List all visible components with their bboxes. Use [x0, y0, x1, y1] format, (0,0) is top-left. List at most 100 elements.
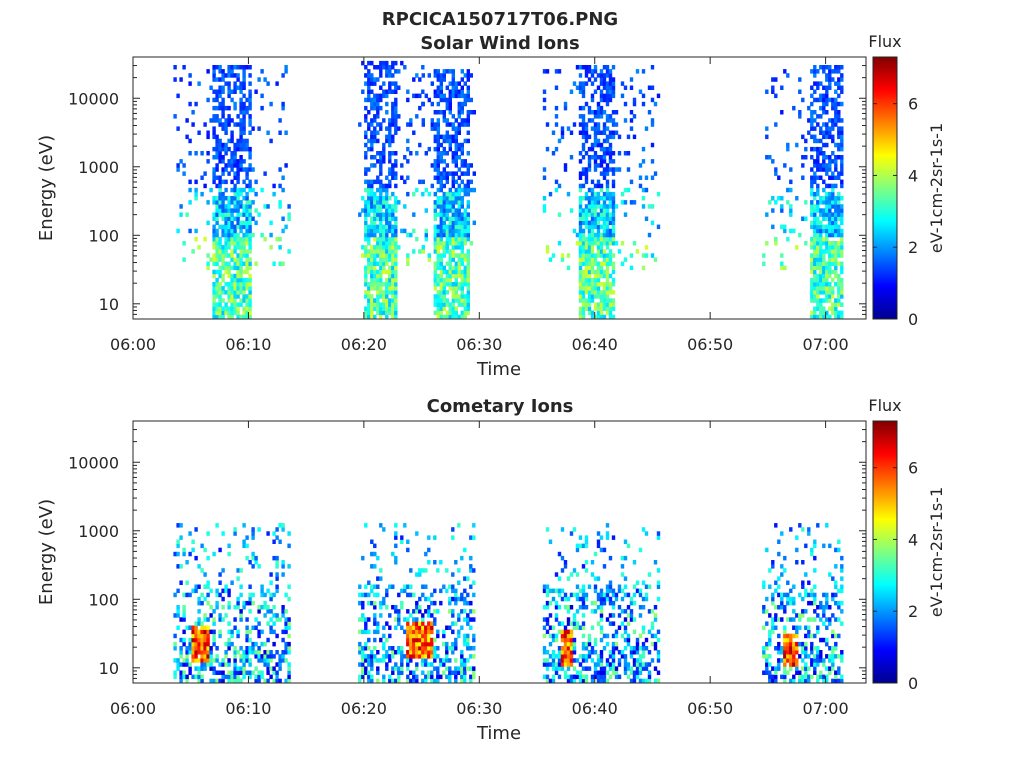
heatmap-cell	[606, 253, 609, 257]
heatmap-cell	[446, 196, 449, 200]
heatmap-cell	[630, 601, 633, 605]
heatmap-cell	[840, 286, 843, 290]
heatmap-cell	[224, 650, 227, 654]
heatmap-cell	[427, 675, 430, 679]
heatmap-cell	[188, 102, 191, 106]
heatmap-cell	[630, 180, 633, 184]
heatmap-cell	[185, 654, 188, 658]
heatmap-cell	[191, 650, 194, 654]
heatmap-cell	[218, 581, 221, 585]
heatmap-cell	[555, 147, 558, 151]
heatmap-cell	[197, 675, 200, 679]
heatmap-cell	[443, 135, 446, 139]
heatmap-cell	[245, 626, 248, 630]
heatmap-cell	[206, 159, 209, 163]
heatmap-cell	[400, 589, 403, 593]
heatmap-cell	[367, 241, 370, 245]
heatmap-cell	[446, 69, 449, 73]
heatmap-cell	[400, 601, 403, 605]
heatmap-cell	[822, 257, 825, 261]
heatmap-cell	[248, 278, 251, 282]
heatmap-cell	[385, 245, 388, 249]
heatmap-cell	[639, 593, 642, 597]
heatmap-cell	[221, 102, 224, 106]
heatmap-cell	[460, 662, 463, 666]
heatmap-cell	[179, 646, 182, 650]
heatmap-cell	[233, 298, 236, 302]
heatmap-cell	[825, 638, 828, 642]
heatmap-cell	[831, 294, 834, 298]
heatmap-cell	[430, 650, 433, 654]
heatmap-cell	[828, 298, 831, 302]
heatmap-cell	[822, 229, 825, 233]
heatmap-cell	[409, 122, 412, 126]
heatmap-cell	[212, 666, 215, 670]
heatmap-cell	[385, 650, 388, 654]
heatmap-cell	[789, 167, 792, 171]
heatmap-cell	[443, 241, 446, 245]
heatmap-cell	[248, 650, 251, 654]
heatmap-cell	[600, 270, 603, 274]
x-tick-label: 06:20	[341, 699, 387, 718]
heatmap-cell	[795, 646, 798, 650]
heatmap-cell	[455, 126, 458, 130]
heatmap-cell	[460, 609, 463, 613]
heatmap-cell	[588, 266, 591, 270]
heatmap-cell	[828, 621, 831, 625]
heatmap-cell	[585, 278, 588, 282]
heatmap-cell	[212, 217, 215, 221]
heatmap-cell	[579, 286, 582, 290]
heatmap-cell	[245, 147, 248, 151]
heatmap-cell	[798, 77, 801, 81]
heatmap-cell	[245, 266, 248, 270]
heatmap-cell	[379, 658, 382, 662]
heatmap-cell	[825, 200, 828, 204]
heatmap-cell	[391, 307, 394, 311]
heatmap-cell	[254, 626, 257, 630]
heatmap-cell	[657, 650, 660, 654]
heatmap-cell	[464, 229, 467, 233]
heatmap-cell	[454, 597, 457, 601]
heatmap-cell	[558, 654, 561, 658]
heatmap-cell	[452, 311, 455, 315]
heatmap-cell	[409, 630, 412, 634]
heatmap-cell	[789, 666, 792, 670]
heatmap-cell	[630, 126, 633, 130]
heatmap-cell	[221, 597, 224, 601]
heatmap-cell	[840, 86, 843, 90]
heatmap-cell	[203, 654, 206, 658]
heatmap-cell	[546, 593, 549, 597]
heatmap-cell	[278, 167, 281, 171]
heatmap-cell	[364, 237, 367, 241]
heatmap-cell	[582, 597, 585, 601]
heatmap-cell	[657, 535, 660, 539]
heatmap-cell	[215, 311, 218, 315]
heatmap-cell	[837, 171, 840, 175]
heatmap-cell	[385, 90, 388, 94]
heatmap-cell	[269, 675, 272, 679]
heatmap-cell	[233, 237, 236, 241]
heatmap-cell	[367, 139, 370, 143]
heatmap-cell	[194, 650, 197, 654]
heatmap-cell	[200, 675, 203, 679]
heatmap-cell	[215, 98, 218, 102]
heatmap-cell	[804, 217, 807, 221]
heatmap-cell	[443, 245, 446, 249]
heatmap-cell	[639, 613, 642, 617]
heatmap-cell	[840, 196, 843, 200]
heatmap-cell	[449, 147, 452, 151]
heatmap-cell	[591, 237, 594, 241]
heatmap-cell	[458, 200, 461, 204]
heatmap-cell	[469, 654, 472, 658]
heatmap-cell	[597, 253, 600, 257]
heatmap-cell	[370, 143, 373, 147]
heatmap-cell	[573, 658, 576, 662]
heatmap-cell	[212, 617, 215, 621]
heatmap-cell	[197, 609, 200, 613]
heatmap-cell	[370, 245, 373, 249]
heatmap-cell	[176, 658, 179, 662]
heatmap-cell	[582, 81, 585, 85]
heatmap-cell	[469, 535, 472, 539]
heatmap-cell	[436, 671, 439, 675]
heatmap-cell	[813, 597, 816, 601]
